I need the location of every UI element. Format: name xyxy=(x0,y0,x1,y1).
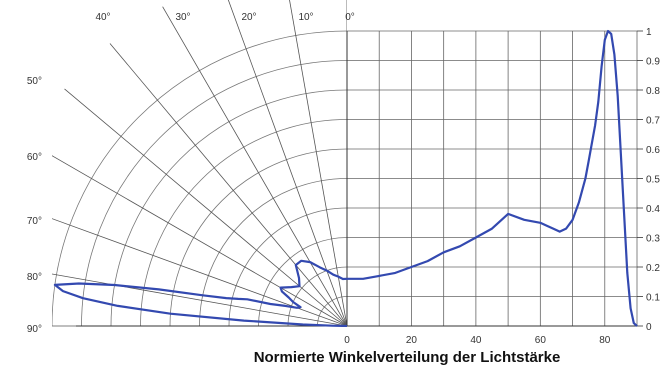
polar-angle-label: 30° xyxy=(175,12,190,23)
polar-radial-line xyxy=(227,0,347,327)
polar-angle-label: 40° xyxy=(95,12,110,23)
polar-radial-line xyxy=(162,6,347,327)
polar-radial-line xyxy=(52,273,347,327)
polar-angle-label: 70° xyxy=(27,216,42,227)
x-tick-label: 0 xyxy=(344,335,350,346)
polar-ring xyxy=(81,60,347,327)
polar-angle-label: 80° xyxy=(27,272,42,283)
polar-angle-label: 90° xyxy=(27,324,42,335)
polar-radial-line xyxy=(64,88,347,327)
polar-grid xyxy=(52,0,347,327)
polar-ring xyxy=(140,119,347,327)
polar-radial-line xyxy=(52,218,347,327)
y-tick-label: 0.1 xyxy=(646,293,660,304)
polar-ring xyxy=(169,148,347,327)
y-tick-label: 0 xyxy=(646,322,652,333)
polar-series-line xyxy=(53,259,347,327)
polar-angle-label: 0° xyxy=(345,12,355,23)
y-tick-label: 0.2 xyxy=(646,263,660,274)
polar-angle-label: 50° xyxy=(27,76,42,87)
polar-ring xyxy=(228,207,347,327)
x-tick-label: 40 xyxy=(470,335,482,346)
polar-angle-label: 20° xyxy=(241,12,256,23)
y-tick-label: 0.7 xyxy=(646,116,660,127)
polar-radial-line xyxy=(289,0,347,327)
polar-ring xyxy=(52,30,347,327)
polar-ring xyxy=(110,89,347,327)
polar-radial-line xyxy=(52,155,347,327)
y-tick-label: 0.9 xyxy=(646,57,660,68)
chart-title: Normierte Winkelverteilung der Lichtstär… xyxy=(254,349,561,366)
rect-grid xyxy=(76,30,638,327)
y-tick-label: 1 xyxy=(646,27,652,38)
polar-ring xyxy=(287,266,347,327)
series-layer xyxy=(53,29,638,327)
y-tick-label: 0.3 xyxy=(646,234,660,245)
y-tick-label: 0.5 xyxy=(646,175,660,186)
x-tick-label: 60 xyxy=(535,335,547,346)
y-axis-ticks: 0 0.1 0.2 0.3 0.4 0.5 0.6 0.7 0.8 0.9 1 xyxy=(637,27,660,333)
line-series-line xyxy=(347,29,638,327)
polar-angle-label: 60° xyxy=(27,152,42,163)
x-tick-label: 20 xyxy=(406,335,418,346)
y-tick-label: 0.6 xyxy=(646,145,660,156)
y-tick-label: 0.4 xyxy=(646,204,660,215)
polar-angle-labels: 0° 10° 20° 30° 40° 50° 60° 70° 80° 90° xyxy=(27,12,355,335)
polar-angle-label: 10° xyxy=(298,12,313,23)
polar-radial-line xyxy=(109,43,347,327)
polar-ring xyxy=(258,237,347,327)
y-tick-label: 0.8 xyxy=(646,86,660,97)
x-axis-ticks: 0 20 40 60 80 xyxy=(344,335,611,346)
x-tick-label: 80 xyxy=(599,335,611,346)
